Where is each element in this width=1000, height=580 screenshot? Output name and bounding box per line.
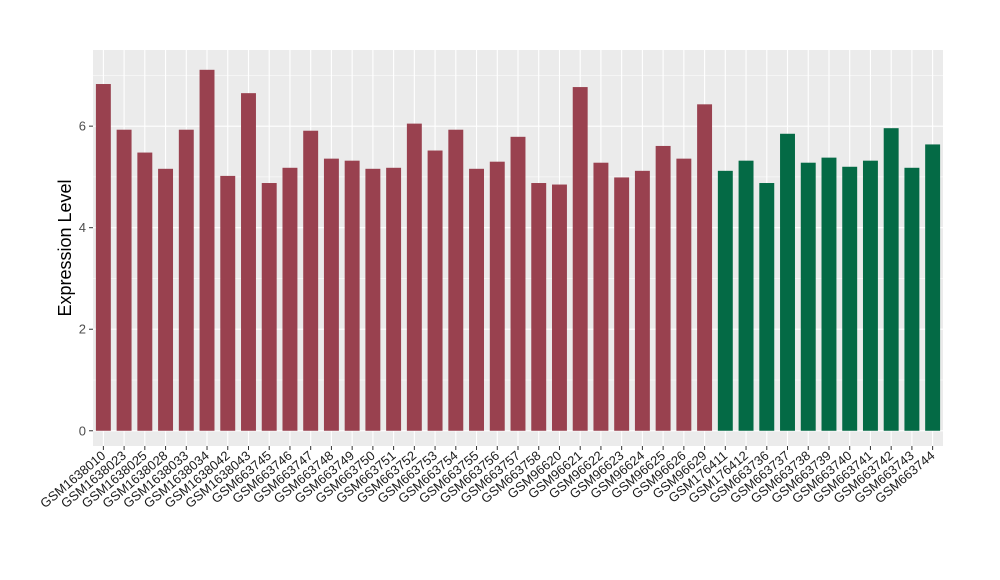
bar: [883, 128, 899, 431]
bar: [427, 150, 443, 431]
bar: [904, 167, 920, 431]
bar: [406, 123, 422, 431]
bar: [158, 168, 174, 431]
bar: [365, 168, 381, 431]
bar: [593, 162, 609, 431]
bar: [469, 168, 484, 431]
bar: [282, 167, 298, 431]
bar: [137, 152, 153, 431]
bar: [220, 175, 236, 431]
bar: [862, 160, 878, 431]
bar: [842, 166, 858, 431]
bar: [655, 145, 671, 431]
bar: [780, 133, 795, 431]
bar: [821, 157, 837, 431]
bar: [614, 177, 630, 431]
bar: [448, 129, 464, 431]
bar: [303, 130, 319, 431]
y-tick-label: 2: [79, 322, 86, 337]
bar: [261, 183, 277, 431]
y-tick-label: 0: [79, 423, 86, 438]
bar: [634, 170, 650, 431]
bar: [510, 136, 526, 431]
bar: [925, 144, 941, 431]
bar: [800, 162, 816, 431]
bar: [178, 129, 194, 431]
bar: [323, 158, 339, 431]
bar: [572, 87, 588, 431]
bar: [199, 69, 215, 431]
y-tick-label: 4: [79, 220, 86, 235]
bar: [738, 160, 754, 431]
bar: [489, 161, 505, 431]
bar: [759, 183, 775, 431]
y-tick-label: 6: [79, 119, 86, 134]
bar: [531, 183, 547, 431]
bar: [241, 93, 256, 431]
x-axis: GSM1638010GSM1638023GSM1638025GSM1638028…: [37, 446, 938, 511]
bar: [344, 160, 360, 431]
bar: [717, 170, 733, 431]
bar: [386, 167, 402, 431]
bar: [95, 84, 111, 431]
bar: [552, 184, 567, 431]
bar: [676, 158, 692, 431]
bar: [697, 104, 713, 431]
bars: [95, 69, 941, 431]
y-axis-title: Expression Level: [55, 179, 75, 316]
bar: [116, 129, 132, 431]
y-axis: 0 2 4 6: [79, 119, 93, 438]
